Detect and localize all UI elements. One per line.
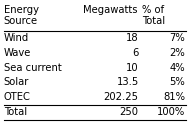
Text: Megawatts: Megawatts — [83, 5, 138, 15]
Text: Wave: Wave — [4, 48, 31, 58]
Text: 18: 18 — [126, 33, 139, 43]
Text: Solar: Solar — [4, 77, 29, 87]
Text: 202.25: 202.25 — [104, 92, 139, 102]
Text: % of
Total: % of Total — [142, 5, 166, 26]
Text: 7%: 7% — [169, 33, 185, 43]
Text: 250: 250 — [120, 107, 139, 117]
Text: 100%: 100% — [157, 107, 185, 117]
Text: 81%: 81% — [163, 92, 185, 102]
Text: 4%: 4% — [170, 63, 185, 73]
Text: Energy
Source: Energy Source — [4, 5, 39, 26]
Text: 5%: 5% — [169, 77, 185, 87]
Text: 2%: 2% — [169, 48, 185, 58]
Text: Wind: Wind — [4, 33, 29, 43]
Text: OTEC: OTEC — [4, 92, 31, 102]
Text: Total: Total — [4, 107, 27, 117]
Text: Sea current: Sea current — [4, 63, 62, 73]
Text: 6: 6 — [132, 48, 139, 58]
Text: 13.5: 13.5 — [116, 77, 139, 87]
Text: 10: 10 — [126, 63, 139, 73]
